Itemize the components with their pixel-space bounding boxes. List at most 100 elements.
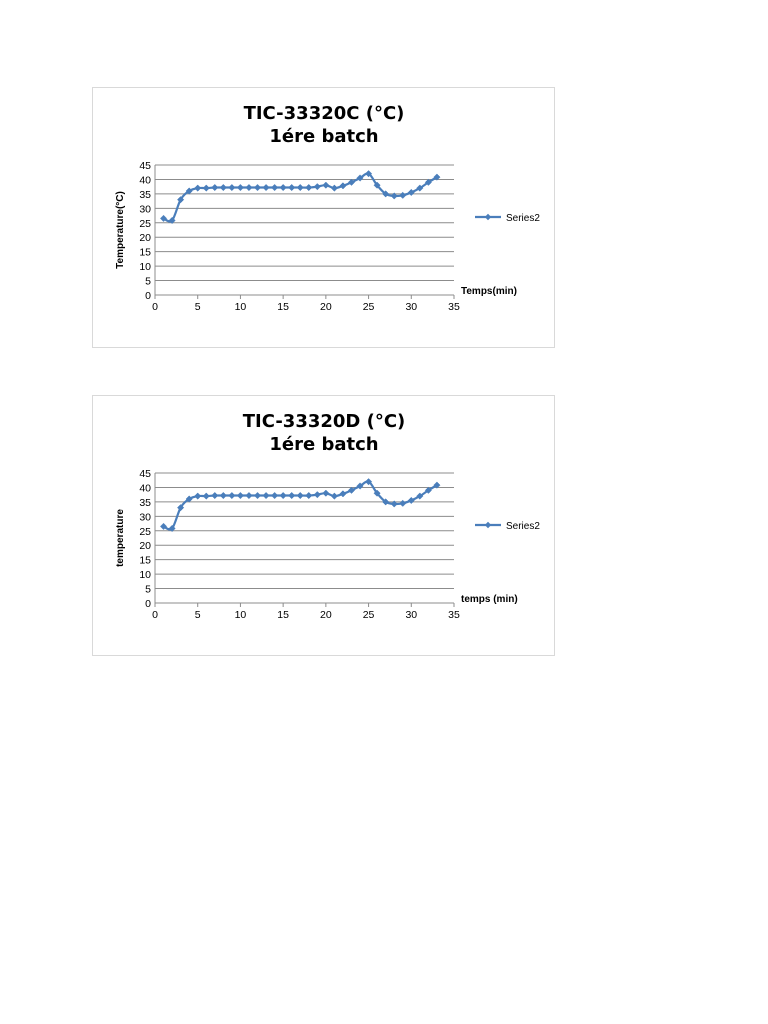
y-tick-label: 30 [139,511,151,523]
x-tick-label: 0 [152,609,158,621]
data-point [253,491,262,500]
y-tick-label: 15 [139,555,151,567]
y-tick-label: 10 [139,261,151,273]
data-point [177,504,185,512]
y-tick-label: 45 [139,160,151,172]
data-point [424,178,432,186]
data-point [211,183,219,192]
chart-svg: TIC-33320C (°C)1ére batch 0 5 10 15 20 25 30 35 4… [115,103,540,313]
data-point [407,496,415,504]
x-tick-label: 20 [320,609,332,621]
data-point [356,174,364,182]
data-point [262,491,270,500]
x-tick-label: 10 [235,609,247,621]
legend-label: Series2 [506,521,540,532]
data-point [202,184,210,192]
data-point [322,181,330,189]
x-tick-label: 25 [363,301,375,313]
y-tick-label: 5 [145,276,151,288]
data-point [433,481,441,489]
data-point [305,183,313,192]
y-tick-label: 40 [139,482,151,494]
data-point [202,492,210,500]
data-point [373,489,381,497]
data-point [262,183,270,192]
data-point [347,486,356,494]
y-tick-label: 10 [139,569,151,581]
y-tick-label: 25 [139,218,151,230]
y-tick-label: 5 [145,584,151,596]
x-tick-label: 10 [235,301,247,313]
chart-subtitle: 1ére batch [269,434,378,455]
y-tick-label: 25 [139,526,151,538]
x-axis-label: Temps(min) [461,286,517,297]
data-point [347,178,356,186]
x-tick-label: 25 [363,609,375,621]
chart-subtitle: 1ére batch [269,126,378,147]
chart-title: TIC-33320D (°C) [243,411,406,432]
data-point [236,491,244,500]
data-point [159,522,168,530]
data-point [194,492,202,500]
data-point [159,214,168,222]
y-tick-label: 0 [145,290,151,302]
chart-panel-tic-33320c: TIC-33320C (°C) 1ére batch 0 5 10 15 20 25 30 35 4… [92,87,555,348]
legend-marker [484,213,492,221]
chart-title: TIC-33320C (°C) [244,103,405,124]
data-point [279,183,287,192]
data-point [390,192,398,200]
data-point [399,499,407,507]
chart-panel-tic-33320d: TIC-33320D (°C) 1ére batch 0 5 10 15 20 25 30 35 4… [92,395,555,656]
data-point [416,492,424,500]
data-point [382,190,390,198]
y-tick-label: 20 [139,232,151,244]
data-point [330,184,338,192]
x-tick-label: 0 [152,301,158,313]
data-point [382,498,390,506]
y-tick-label: 15 [139,247,151,259]
data-point [296,183,304,192]
data-point [390,500,398,508]
data-point [339,490,347,498]
data-point [219,491,227,500]
y-tick-label: 35 [139,189,151,201]
data-point [416,184,424,192]
data-point [185,187,193,195]
data-point [245,491,253,500]
data-point [228,183,236,192]
data-point [211,491,219,500]
data-point [271,183,279,192]
y-tick-label: 20 [139,540,151,552]
x-tick-label: 35 [448,301,460,313]
data-point [365,170,373,178]
y-tick-label: 35 [139,497,151,509]
data-point [245,183,253,192]
chart-svg: TIC-33320D (°C)1ére batch 0 5 10 15 20 25 30 35 4… [115,411,540,621]
data-point [365,478,373,486]
x-tick-label: 15 [277,609,289,621]
data-point [313,183,321,191]
data-point [288,491,296,500]
y-tick-label: 0 [145,598,151,610]
data-point [356,482,364,490]
data-point [399,191,407,199]
data-point [194,184,202,192]
y-tick-label: 45 [139,468,151,480]
x-tick-label: 20 [320,301,332,313]
x-tick-label: 30 [405,301,417,313]
legend-marker [484,521,492,529]
data-point [279,491,287,500]
y-axis-label: temperature [115,509,126,567]
data-point [271,491,279,500]
data-point [185,495,193,503]
data-point [236,183,244,192]
legend-label: Series2 [506,213,540,224]
x-tick-label: 5 [195,609,201,621]
x-tick-label: 30 [405,609,417,621]
data-point [339,182,347,190]
data-point [168,524,176,533]
data-point [373,181,381,189]
data-point [168,216,176,225]
data-point [219,183,227,192]
data-point [433,173,441,181]
